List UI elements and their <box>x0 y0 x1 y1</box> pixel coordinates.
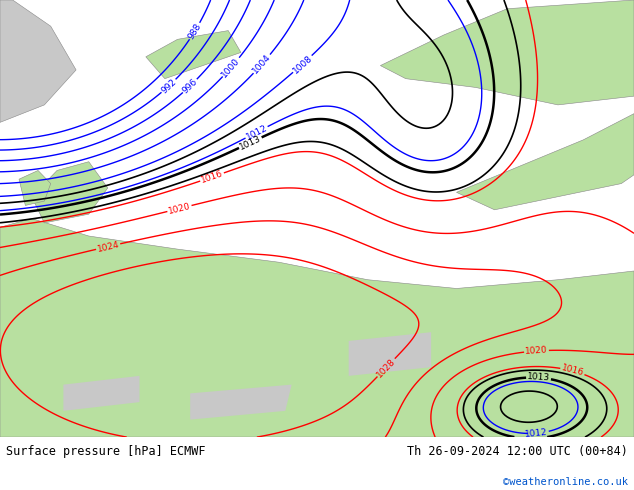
Text: ©weatheronline.co.uk: ©weatheronline.co.uk <box>503 477 628 488</box>
Text: 992: 992 <box>159 77 178 95</box>
Text: 1013: 1013 <box>527 372 550 383</box>
Text: 1004: 1004 <box>251 52 273 75</box>
Text: 1012: 1012 <box>244 123 269 142</box>
Text: 1013: 1013 <box>238 134 262 151</box>
Text: 1020: 1020 <box>167 201 191 216</box>
Text: Surface pressure [hPa] ECMWF: Surface pressure [hPa] ECMWF <box>6 445 206 458</box>
Text: 1012: 1012 <box>525 428 548 439</box>
Polygon shape <box>32 162 108 223</box>
Polygon shape <box>456 114 634 210</box>
Polygon shape <box>0 219 634 437</box>
Text: 988: 988 <box>186 22 203 41</box>
Text: 1008: 1008 <box>291 53 314 75</box>
Text: 1028: 1028 <box>375 356 398 379</box>
Polygon shape <box>63 376 139 411</box>
Text: Th 26-09-2024 12:00 UTC (00+84): Th 26-09-2024 12:00 UTC (00+84) <box>407 445 628 458</box>
Polygon shape <box>190 385 292 419</box>
Text: 1016: 1016 <box>200 169 224 185</box>
Polygon shape <box>0 0 76 122</box>
Text: 1020: 1020 <box>525 346 548 356</box>
Text: 996: 996 <box>181 77 199 95</box>
Polygon shape <box>380 0 634 105</box>
Polygon shape <box>146 30 241 79</box>
Polygon shape <box>19 171 51 205</box>
Polygon shape <box>349 332 431 376</box>
Text: 1000: 1000 <box>220 56 242 79</box>
Text: 1024: 1024 <box>96 240 120 253</box>
Text: 1016: 1016 <box>560 364 585 378</box>
